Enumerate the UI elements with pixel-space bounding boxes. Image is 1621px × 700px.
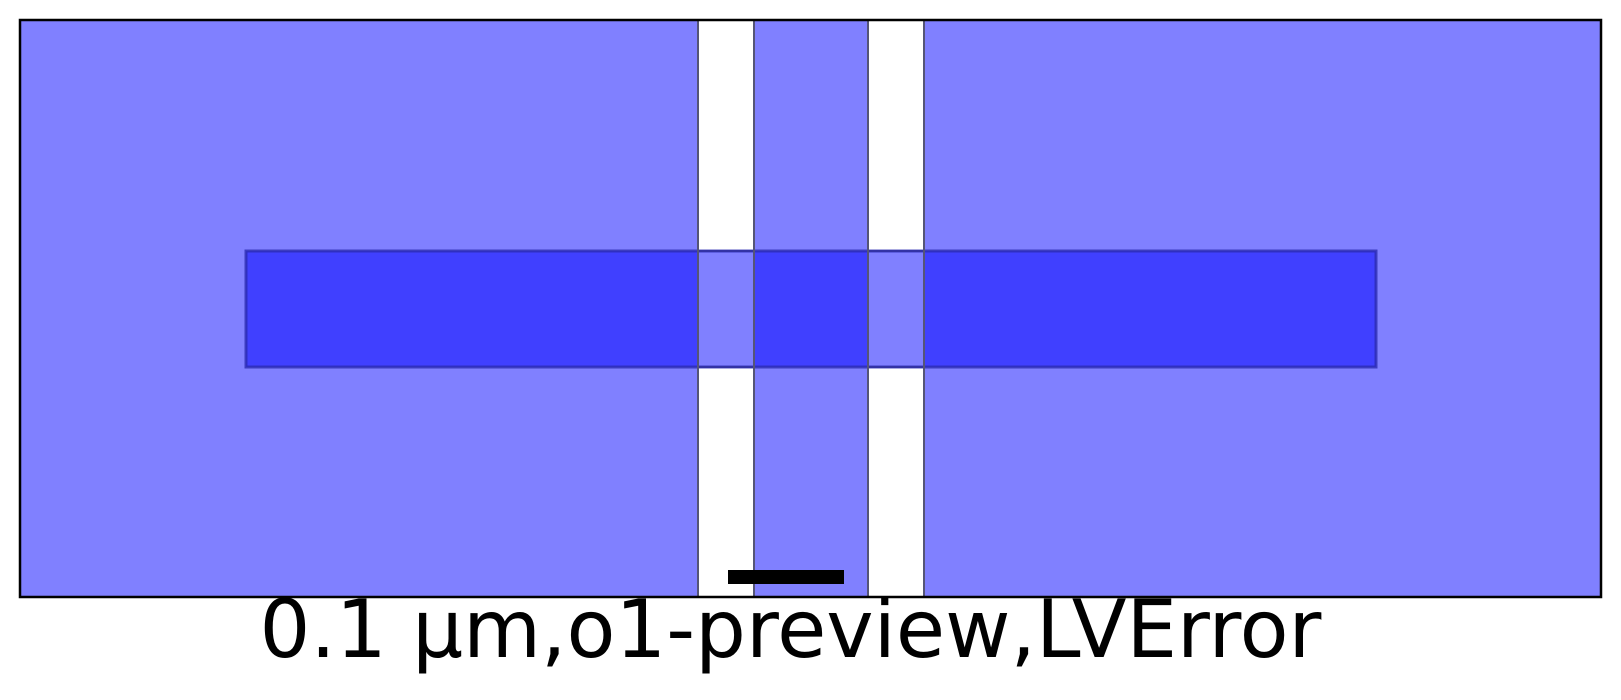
figure-caption: 0.1 µm,o1-preview,LVError bbox=[259, 583, 1322, 676]
gate-bar-middle bbox=[754, 251, 868, 367]
frame-border bbox=[18, 18, 1603, 599]
gate-bar-right bbox=[924, 251, 1376, 367]
gate-outline bbox=[244, 249, 1378, 369]
overlap-left bbox=[697, 250, 755, 368]
overlap-right bbox=[867, 250, 925, 368]
scale-bar bbox=[728, 570, 844, 584]
gate-bar-left bbox=[246, 251, 698, 367]
